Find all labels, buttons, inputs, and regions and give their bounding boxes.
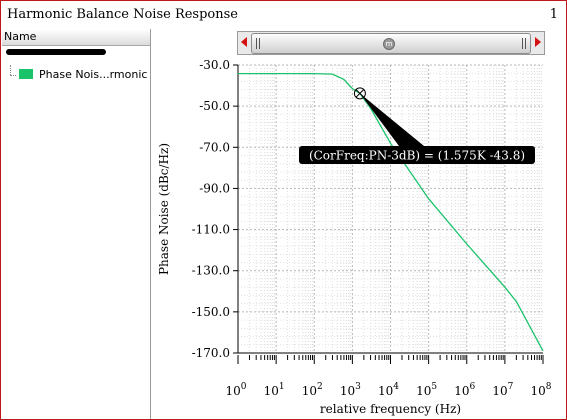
marker-cross-line bbox=[355, 89, 365, 98]
y-tick-label: -130.0 bbox=[192, 264, 230, 278]
phase-noise-series-line bbox=[238, 72, 544, 352]
annotation-box bbox=[299, 146, 535, 164]
name-column-header[interactable]: Name bbox=[2, 29, 150, 46]
y-axis-label: Phase Noise (dBc/Hz) bbox=[157, 143, 171, 275]
x-tick-label: 107 bbox=[492, 382, 513, 398]
window-title: Harmonic Balance Noise Response bbox=[7, 7, 238, 22]
grid-lines bbox=[237, 64, 543, 354]
x-zoom-scrollbar[interactable]: m bbox=[237, 31, 545, 55]
name-column-label: Name bbox=[4, 30, 37, 43]
marker-circle-icon bbox=[353, 87, 366, 100]
thumb-right-grip-icon[interactable] bbox=[522, 38, 526, 49]
thumb-left-grip-icon[interactable] bbox=[256, 38, 260, 49]
annotation-pointer bbox=[359, 93, 424, 146]
trace-color-swatch[interactable] bbox=[19, 69, 33, 79]
center-grip-icon[interactable]: m bbox=[383, 38, 395, 50]
x-tick-label: 104 bbox=[378, 382, 399, 398]
y-tick-label: -50.0 bbox=[199, 99, 230, 113]
y-tick-label: -110.0 bbox=[192, 223, 230, 237]
y-tick-label: -170.0 bbox=[192, 346, 230, 360]
page-number: 1 bbox=[549, 7, 558, 22]
plot-axes bbox=[237, 65, 543, 354]
x-tick-label: 103 bbox=[340, 382, 361, 398]
y-tick-label: -150.0 bbox=[192, 305, 230, 319]
y-tick-label: -70.0 bbox=[199, 140, 230, 154]
trace-legend-label[interactable]: Phase Nois...rmonic bbox=[39, 68, 148, 81]
x-tick-label: 102 bbox=[302, 382, 323, 398]
x-tick-label: 105 bbox=[416, 382, 437, 398]
tree-connector bbox=[10, 65, 11, 75]
scroll-right-arrow-icon[interactable] bbox=[535, 37, 541, 47]
tree-connector-branch bbox=[10, 75, 16, 76]
scroll-left-arrow-icon[interactable] bbox=[241, 37, 247, 47]
x-tick-label: 106 bbox=[454, 382, 475, 398]
axis-ticks: -30.0 -50.0 -70.0 -90.0 -110.0 -130.0 -150.0 -1… bbox=[192, 58, 552, 398]
x-axis-label: relative frequency (Hz) bbox=[320, 402, 461, 416]
x-tick-label: 101 bbox=[264, 382, 285, 398]
trace-list-panel: Name Phase Nois...rmonic bbox=[2, 29, 151, 419]
redacted-group-name[interactable] bbox=[6, 49, 106, 55]
x-tick-label: 100 bbox=[225, 382, 246, 398]
y-tick-label: -90.0 bbox=[199, 181, 230, 195]
series-layer bbox=[238, 72, 544, 352]
marker-layer[interactable]: (CorFreq:PN-3dB) = (1.575K -43.8) bbox=[299, 87, 535, 164]
y-tick-label: -30.0 bbox=[199, 58, 230, 72]
scroll-thumb[interactable]: m bbox=[251, 33, 531, 54]
marker-annotation-label: (CorFreq:PN-3dB) = (1.575K -43.8) bbox=[309, 149, 525, 163]
x-tick-label: 108 bbox=[530, 382, 551, 398]
